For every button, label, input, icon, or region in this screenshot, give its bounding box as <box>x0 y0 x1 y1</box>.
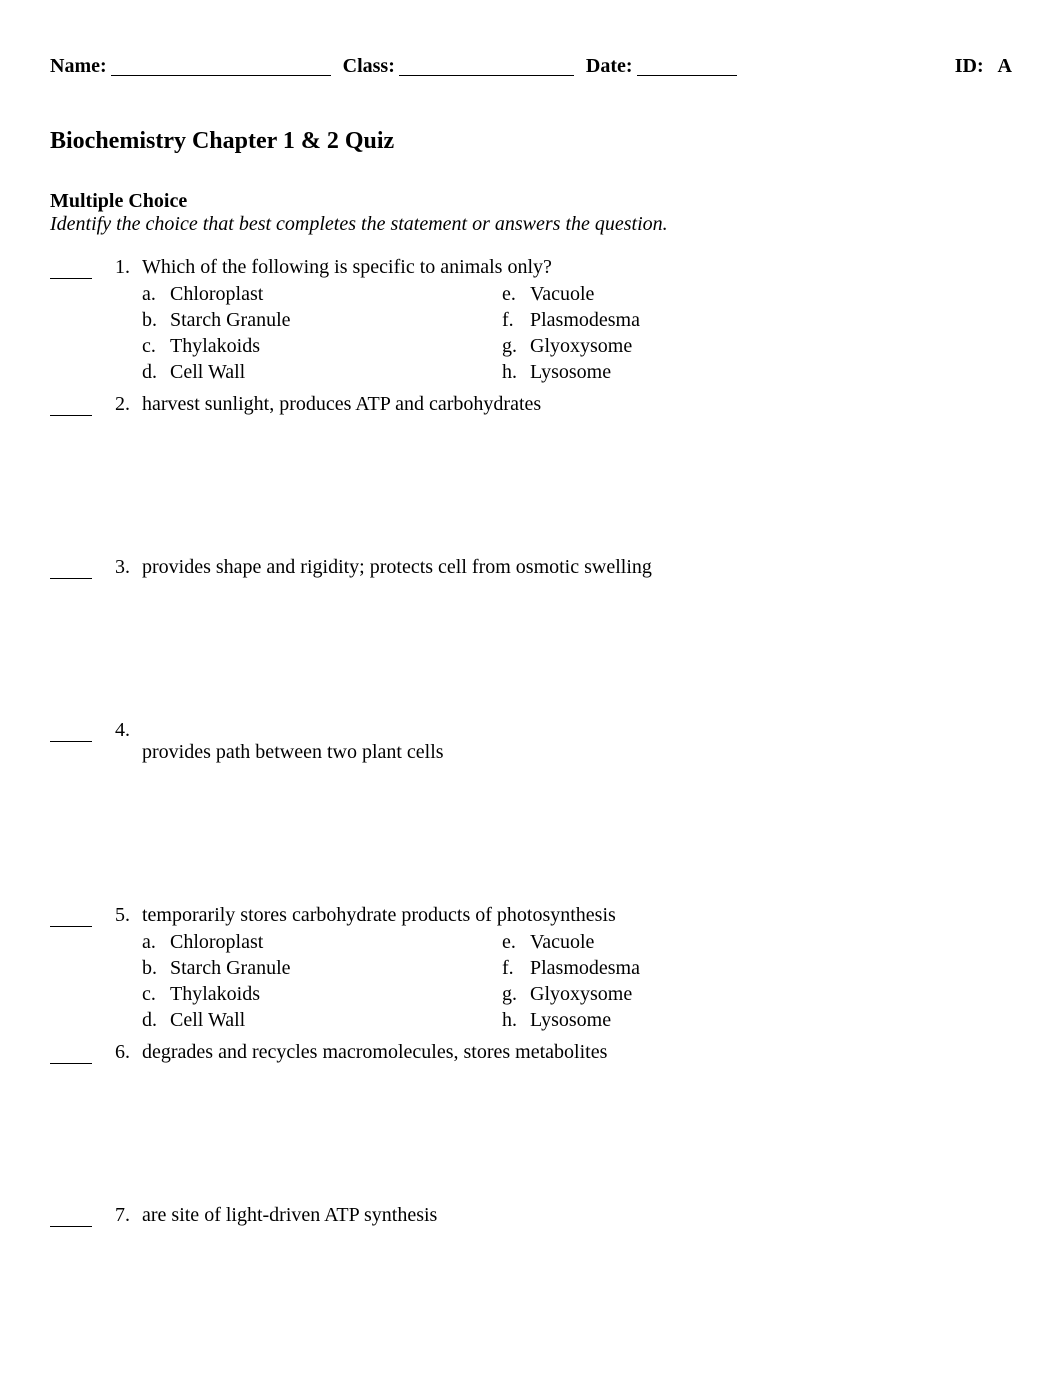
question-2: 2. harvest sunlight, produces ATP and ca… <box>50 393 1012 416</box>
question-number: 6. <box>104 1041 130 1064</box>
choice-h: h.Lysosome <box>502 1007 862 1033</box>
choice-col-left: a.Chloroplast b.Starch Granule c.Thylako… <box>142 281 502 385</box>
answer-blank[interactable] <box>50 395 92 416</box>
question-body: degrades and recycles macromolecules, st… <box>142 1041 1012 1064</box>
choice-c: c.Thylakoids <box>142 981 502 1007</box>
choice-col-left: a.Chloroplast b.Starch Granule c.Thylako… <box>142 929 502 1033</box>
question-3: 3. provides shape and rigidity; protects… <box>50 556 1012 579</box>
question-body: provides path between two plant cells <box>142 719 1012 764</box>
id-field: ID: A <box>955 55 1012 78</box>
date-label: Date: <box>586 55 633 78</box>
question-number: 7. <box>104 1204 130 1227</box>
name-blank[interactable] <box>111 55 331 76</box>
answer-blank[interactable] <box>50 1043 92 1064</box>
choice-f: f.Plasmodesma <box>502 955 862 981</box>
question-number: 1. <box>104 256 130 279</box>
question-text: provides path between two plant cells <box>142 741 1012 764</box>
question-body: harvest sunlight, produces ATP and carbo… <box>142 393 1012 416</box>
question-1: 1. Which of the following is specific to… <box>50 256 1012 385</box>
choice-b: b.Starch Granule <box>142 307 502 333</box>
header-line: Name: Class: Date: ID: A <box>50 55 1012 78</box>
question-6: 6. degrades and recycles macromolecules,… <box>50 1041 1012 1064</box>
quiz-page: Name: Class: Date: ID: A Biochemistry Ch… <box>0 0 1062 1377</box>
answer-blank[interactable] <box>50 1206 92 1227</box>
class-blank[interactable] <box>399 55 574 76</box>
choice-g: g.Glyoxysome <box>502 333 862 359</box>
section-instruction: Identify the choice that best completes … <box>50 213 1012 236</box>
question-text: degrades and recycles macromolecules, st… <box>142 1041 1012 1064</box>
question-text: provides shape and rigidity; protects ce… <box>142 556 1012 579</box>
choice-d: d.Cell Wall <box>142 359 502 385</box>
choice-b: b.Starch Granule <box>142 955 502 981</box>
question-text: are site of light-driven ATP synthesis <box>142 1204 1012 1227</box>
question-text: Which of the following is specific to an… <box>142 256 1012 279</box>
choice-h: h.Lysosome <box>502 359 862 385</box>
question-body: provides shape and rigidity; protects ce… <box>142 556 1012 579</box>
question-number: 2. <box>104 393 130 416</box>
question-text: harvest sunlight, produces ATP and carbo… <box>142 393 1012 416</box>
choice-c: c.Thylakoids <box>142 333 502 359</box>
date-blank[interactable] <box>637 55 737 76</box>
choice-e: e.Vacuole <box>502 929 862 955</box>
quiz-title: Biochemistry Chapter 1 & 2 Quiz <box>50 128 1012 155</box>
section-header: Multiple Choice <box>50 190 1012 213</box>
choice-a: a.Chloroplast <box>142 281 502 307</box>
answer-blank[interactable] <box>50 558 92 579</box>
answer-blank[interactable] <box>50 906 92 927</box>
choice-col-right: e.Vacuole f.Plasmodesma g.Glyoxysome h.L… <box>502 281 862 385</box>
choice-d: d.Cell Wall <box>142 1007 502 1033</box>
question-body: Which of the following is specific to an… <box>142 256 1012 385</box>
choices: a.Chloroplast b.Starch Granule c.Thylako… <box>142 929 1012 1033</box>
id-label: ID: <box>955 55 984 77</box>
choice-col-right: e.Vacuole f.Plasmodesma g.Glyoxysome h.L… <box>502 929 862 1033</box>
question-body: temporarily stores carbohydrate products… <box>142 904 1012 1033</box>
question-text: temporarily stores carbohydrate products… <box>142 904 1012 927</box>
question-number: 3. <box>104 556 130 579</box>
choice-f: f.Plasmodesma <box>502 307 862 333</box>
header-left: Name: Class: Date: <box>50 55 737 78</box>
class-label: Class: <box>343 55 395 78</box>
question-body: are site of light-driven ATP synthesis <box>142 1204 1012 1227</box>
choice-a: a.Chloroplast <box>142 929 502 955</box>
question-7: 7. are site of light-driven ATP synthesi… <box>50 1204 1012 1227</box>
choice-e: e.Vacuole <box>502 281 862 307</box>
answer-blank[interactable] <box>50 258 92 279</box>
question-number: 5. <box>104 904 130 927</box>
question-4: 4. provides path between two plant cells <box>50 719 1012 764</box>
name-label: Name: <box>50 55 107 78</box>
question-5: 5. temporarily stores carbohydrate produ… <box>50 904 1012 1033</box>
answer-blank[interactable] <box>50 721 92 742</box>
id-value: A <box>998 55 1012 77</box>
choice-g: g.Glyoxysome <box>502 981 862 1007</box>
choices: a.Chloroplast b.Starch Granule c.Thylako… <box>142 281 1012 385</box>
question-number: 4. <box>104 719 130 742</box>
